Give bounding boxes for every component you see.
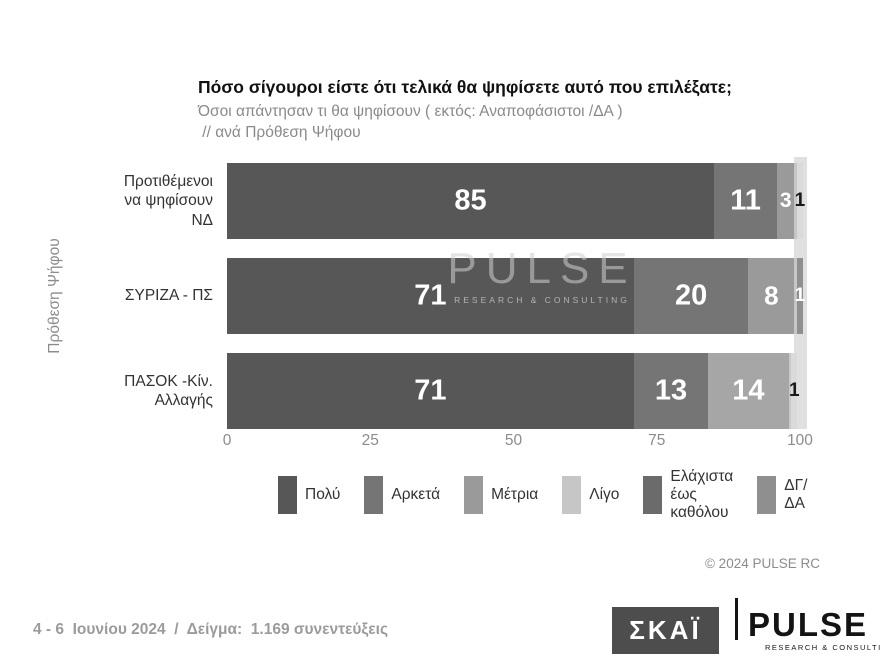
bar-value-label: 13 (654, 374, 688, 407)
bar-value-label: 20 (674, 279, 708, 312)
x-tick: 50 (504, 432, 523, 449)
chart-title: Πόσο σίγουροι είστε ότι τελικά θα ψηφίσε… (198, 77, 732, 97)
pulse-logo-text: PULSE (748, 605, 869, 643)
bar-value-label: 71 (414, 279, 447, 312)
pulse-logo-subtext: RESEARCH & CONSULTING (765, 643, 880, 652)
bar-value-label: 1 (788, 380, 800, 401)
bar-segment: 11 (714, 163, 778, 239)
legend-item: ΔΓ/ ΔΑ (757, 475, 808, 514)
bar-segment: 85 (227, 163, 715, 239)
pulse-logo-top: PULSE (735, 598, 869, 643)
legend-swatch (562, 475, 582, 514)
bar-segment: 13 (633, 353, 709, 429)
bar-value-label: 8 (764, 280, 779, 311)
x-tick: 75 (648, 432, 666, 449)
legend-label: ΔΓ/ ΔΑ (784, 476, 808, 512)
copyright-note: © 2024 PULSE RC (704, 556, 820, 571)
chart-row: Προτιθέμενοι να ψηφίσουν ΝΔ 85 11 3 1 (0, 163, 810, 239)
legend-item: Πολύ (278, 475, 341, 514)
bar-segment: 1 (794, 258, 806, 334)
bar-segment: 3 (777, 163, 795, 239)
stacked-bar: 71 20 8 1 (227, 258, 806, 334)
bar-segment: 71 (227, 258, 634, 334)
bar-rows: Προτιθέμενοι να ψηφίσουν ΝΔ 85 11 3 1 ΣΥΡΙΖΑ … (0, 163, 810, 429)
bar-segment: 14 (708, 353, 789, 429)
skai-logo-text: ΣΚΑΪ (629, 615, 702, 645)
chart-row: ΣΥΡΙΖΑ - ΠΣ 71 20 8 1 (0, 258, 810, 334)
legend-swatch (643, 475, 663, 514)
chart-row: ΠΑΣΟΚ -Κίν. Αλλαγής 71 13 14 1 (0, 353, 810, 429)
bar-segment (788, 353, 792, 429)
fieldwork-footnote: 4 - 6 Ιουνίου 2024 / Δείγμα: 1.169 συνεν… (33, 621, 389, 638)
stacked-bar: 85 11 3 1 (227, 163, 806, 239)
bar-value-label: 1 (794, 285, 806, 306)
bar-segment: 20 (633, 258, 749, 334)
bar-value-label: 1 (794, 190, 806, 211)
bar-segment: 8 (748, 258, 795, 334)
bar-value-label: 3 (779, 189, 792, 212)
category-label: Προτιθέμενοι να ψηφίσουν ΝΔ (123, 172, 213, 229)
bar-value-label: 71 (414, 374, 447, 407)
bar-segment (794, 258, 798, 334)
bar-value-label: 14 (732, 374, 765, 407)
legend-item: Λίγο (562, 475, 620, 514)
legend-label: Ελάχιστα έως καθόλου (670, 468, 734, 521)
pulse-logo: PULSE RESEARCH & CONSULTING (735, 598, 880, 652)
legend-item: Ελάχιστα έως καθόλου (643, 468, 733, 521)
legend-label: Μέτρια (491, 485, 539, 503)
pulse-logo-bar (735, 598, 738, 640)
stacked-bar: 71 13 14 1 (227, 353, 800, 429)
chart-subtitle-line1: Όσοι απάντησαν τι θα ψηφίσουν ( εκτός: Α… (198, 103, 623, 120)
x-axis: 0 25 50 75 100 (0, 432, 880, 452)
legend-swatch (364, 475, 384, 514)
bar-value-label: 11 (730, 184, 761, 217)
legend-item: Αρκετά (364, 475, 441, 514)
chart-subtitle-line2: // ανά Πρόθεση Ψήφου (198, 124, 361, 141)
legend-label: Πολύ (305, 485, 341, 503)
category-label: ΣΥΡΙΖΑ - ΠΣ (124, 287, 213, 305)
legend-item: Μέτρια (464, 475, 539, 514)
legend-swatch (464, 475, 484, 514)
x-tick: 25 (361, 432, 379, 449)
bar-segment (794, 163, 798, 239)
bar-value-label: 85 (454, 184, 487, 217)
bar-segment: 71 (227, 353, 634, 429)
category-label: ΠΑΣΟΚ -Κίν. Αλλαγής (124, 372, 213, 409)
legend: Πολύ Αρκετά Μέτρια Λίγο Ελάχιστα έως καθόλου… (278, 468, 807, 521)
legend-swatch (757, 475, 777, 514)
legend-label: Αρκετά (391, 485, 441, 503)
legend-swatch (278, 475, 297, 514)
x-tick: 100 (787, 432, 813, 449)
x-tick: 0 (222, 432, 232, 449)
skai-logo: ΣΚΑΪ (612, 607, 719, 654)
legend-label: Λίγο (589, 485, 620, 503)
bar-segment: 1 (794, 163, 806, 239)
bar-segment: 1 (788, 353, 800, 429)
